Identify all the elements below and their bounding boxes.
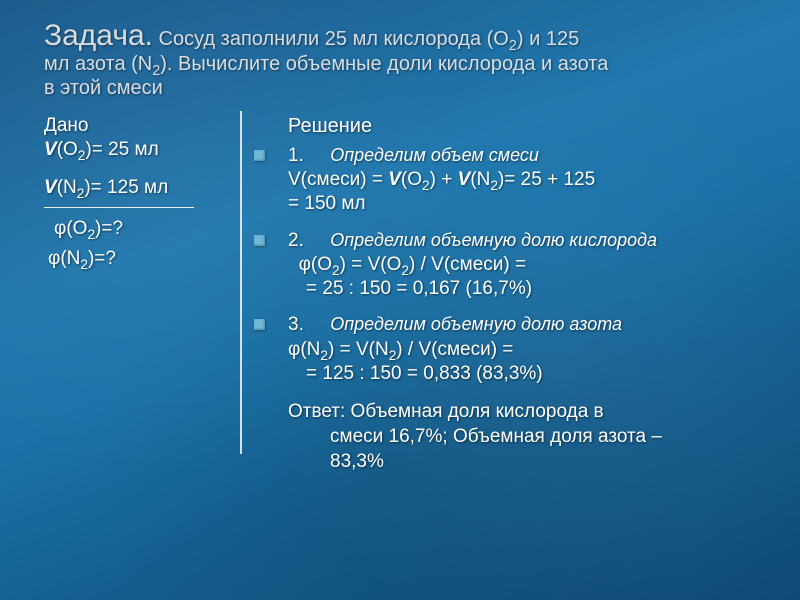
given-o2-v: V (44, 139, 57, 160)
vertical-divider (240, 111, 242, 455)
given-n2-v: V (44, 177, 57, 198)
answer-l1: Ответ: Объемная доля кислорода в (288, 401, 604, 422)
title-line2a: мл азота (N (44, 53, 152, 75)
solution-heading: Решение (288, 115, 768, 138)
step1-result: = 150 мл (288, 192, 768, 216)
given-label: Дано (44, 115, 234, 137)
title-line2b: ). Вычислите объемные доли кислорода и а… (160, 53, 608, 75)
step3-result: = 125 : 150 = 0,833 (83,3%) (288, 362, 768, 386)
step-2: 2. Определим объемную долю кислорода φ(О… (248, 229, 768, 302)
given-n2: V(N2)= 125 мл (44, 177, 234, 199)
find-o2: φ(О2)=? (44, 218, 234, 240)
title-line1a: Сосуд заполнили 25 мл кислорода (О (153, 28, 509, 50)
find-n2: φ(N2)=? (44, 248, 234, 270)
slide: Задача. Сосуд заполнили 25 мл кислорода … (0, 0, 800, 600)
answer-l3: 83,3% (288, 450, 768, 475)
title-sub1: 2 (509, 38, 517, 54)
step2-head: Определим объемную долю кислорода (330, 230, 657, 250)
bullet-icon (254, 150, 265, 161)
answer-block: Ответ: Объемная доля кислорода в смеси 1… (288, 400, 768, 474)
step-3: 3. Определим объемную долю азота φ(N2) =… (248, 313, 768, 386)
columns: Дано V(О2)= 25 мл V(N2)= 125 мл φ(О2)=? … (44, 115, 768, 475)
step3-head: Определим объемную долю азота (330, 314, 622, 334)
answer-l2: смеси 16,7%; Объемная доля азота – (288, 425, 768, 450)
given-divider (44, 207, 194, 208)
step-1: 1. Определим объем смеси V(смеси) = V(О2… (248, 144, 768, 217)
given-block: Дано V(О2)= 25 мл V(N2)= 125 мл φ(О2)=? … (44, 115, 234, 475)
given-o2: V(О2)= 25 мл (44, 139, 234, 161)
title-line1b: ) и 125 (517, 28, 579, 50)
problem-title: Задача. Сосуд заполнили 25 мл кислорода … (44, 18, 768, 101)
step2-num: 2. (288, 230, 304, 251)
title-word: Задача. (44, 19, 153, 52)
step1-head: Определим объем смеси (330, 145, 539, 165)
bullet-icon (254, 319, 265, 330)
solution-block: Решение 1. Определим объем смеси V(смеси… (248, 115, 768, 475)
bullet-icon (254, 235, 265, 246)
title-line3: в этой смеси (44, 77, 163, 99)
step1-num: 1. (288, 145, 304, 166)
step2-result: = 25 : 150 = 0,167 (16,7%) (288, 277, 768, 301)
step3-num: 3. (288, 314, 304, 335)
